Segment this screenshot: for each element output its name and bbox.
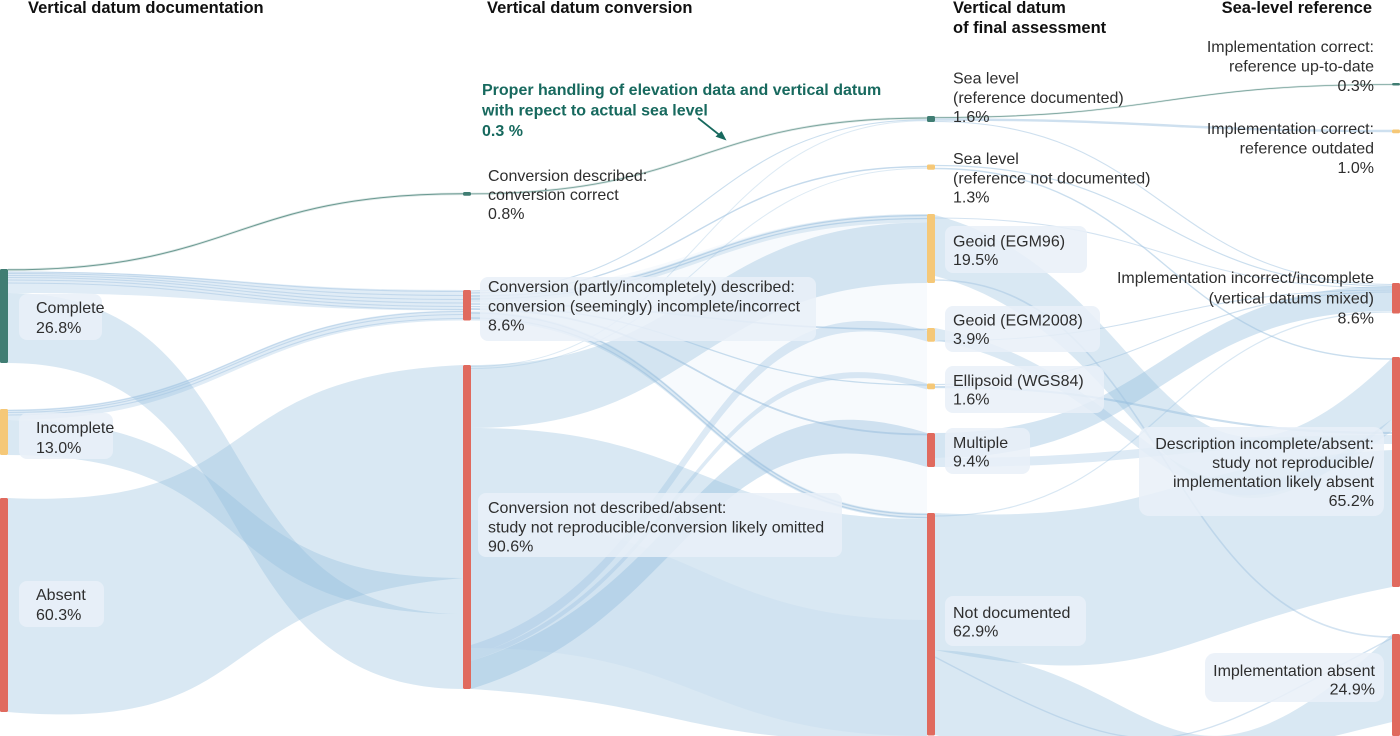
svg-text:0.8%: 0.8%: [488, 206, 524, 223]
svg-text:1.6%: 1.6%: [953, 109, 989, 126]
svg-text:Conversion (partly/incompletel: Conversion (partly/incompletely) describ…: [488, 279, 795, 296]
svg-text:8.6%: 8.6%: [488, 318, 524, 335]
svg-text:Ellipsoid (WGS84): Ellipsoid (WGS84): [953, 373, 1084, 390]
svg-text:9.4%: 9.4%: [953, 454, 989, 471]
svg-text:65.2%: 65.2%: [1329, 493, 1374, 510]
svg-text:1.0%: 1.0%: [1338, 160, 1374, 177]
svg-text:(vertical datums mixed): (vertical datums mixed): [1209, 290, 1374, 307]
svg-text:Implementation correct:: Implementation correct:: [1207, 39, 1374, 56]
svg-text:Implementation correct:: Implementation correct:: [1207, 121, 1374, 138]
svg-text:Complete: Complete: [36, 300, 105, 317]
svg-text:Implementation incorrect/incom: Implementation incorrect/incomplete: [1117, 270, 1374, 287]
svg-text:26.8%: 26.8%: [36, 320, 81, 337]
svg-text:of final assessment: of final assessment: [953, 19, 1107, 37]
svg-text:reference up-to-date: reference up-to-date: [1229, 59, 1374, 76]
svg-text:Conversion not described/absen: Conversion not described/absent:: [488, 500, 726, 517]
svg-text:90.6%: 90.6%: [488, 539, 533, 556]
svg-text:Proper handling of elevation d: Proper handling of elevation data and ve…: [482, 82, 881, 99]
svg-text:conversion correct: conversion correct: [488, 187, 619, 204]
svg-text:implementation likely absent: implementation likely absent: [1173, 474, 1375, 491]
svg-text:Not documented: Not documented: [953, 605, 1070, 622]
svg-text:reference outdated: reference outdated: [1240, 141, 1374, 158]
svg-text:Multiple: Multiple: [953, 435, 1008, 452]
svg-text:Sea level: Sea level: [953, 71, 1019, 88]
svg-text:Implementation absent: Implementation absent: [1213, 663, 1375, 680]
svg-text:3.9%: 3.9%: [953, 331, 989, 348]
svg-text:Absent: Absent: [36, 587, 86, 604]
svg-text:8.6%: 8.6%: [1338, 311, 1374, 328]
svg-text:Conversion described:: Conversion described:: [488, 168, 647, 185]
svg-text:1.3%: 1.3%: [953, 190, 989, 207]
svg-text:Geoid (EGM2008): Geoid (EGM2008): [953, 313, 1083, 330]
svg-text:study not reproducible/convers: study not reproducible/conversion likely…: [488, 519, 824, 536]
svg-text:Vertical datum documentation: Vertical datum documentation: [28, 0, 264, 17]
svg-text:Description incomplete/absent:: Description incomplete/absent:: [1155, 436, 1374, 453]
svg-text:Sea-level reference: Sea-level reference: [1222, 0, 1372, 17]
svg-text:19.5%: 19.5%: [953, 252, 998, 269]
svg-text:60.3%: 60.3%: [36, 607, 81, 624]
svg-text:13.0%: 13.0%: [36, 440, 81, 457]
svg-text:study not reproducible/: study not reproducible/: [1212, 455, 1374, 472]
svg-text:(reference documented): (reference documented): [953, 90, 1124, 107]
svg-text:24.9%: 24.9%: [1330, 682, 1375, 699]
svg-text:with repect to actual sea leve: with repect to actual sea level: [481, 103, 708, 120]
svg-text:62.9%: 62.9%: [953, 624, 998, 641]
svg-text:1.6%: 1.6%: [953, 392, 989, 409]
svg-text:Incomplete: Incomplete: [36, 420, 114, 437]
svg-text:Sea level: Sea level: [953, 151, 1019, 168]
svg-text:Vertical datum conversion: Vertical datum conversion: [487, 0, 692, 17]
svg-text:(reference not documented): (reference not documented): [953, 170, 1150, 187]
svg-text:Vertical datum: Vertical datum: [953, 0, 1066, 17]
svg-text:0.3 %: 0.3 %: [482, 123, 523, 140]
svg-text:conversion (seemingly) incompl: conversion (seemingly) incomplete/incorr…: [488, 298, 801, 315]
svg-text:Geoid (EGM96): Geoid (EGM96): [953, 234, 1065, 251]
svg-text:0.3%: 0.3%: [1338, 78, 1374, 95]
